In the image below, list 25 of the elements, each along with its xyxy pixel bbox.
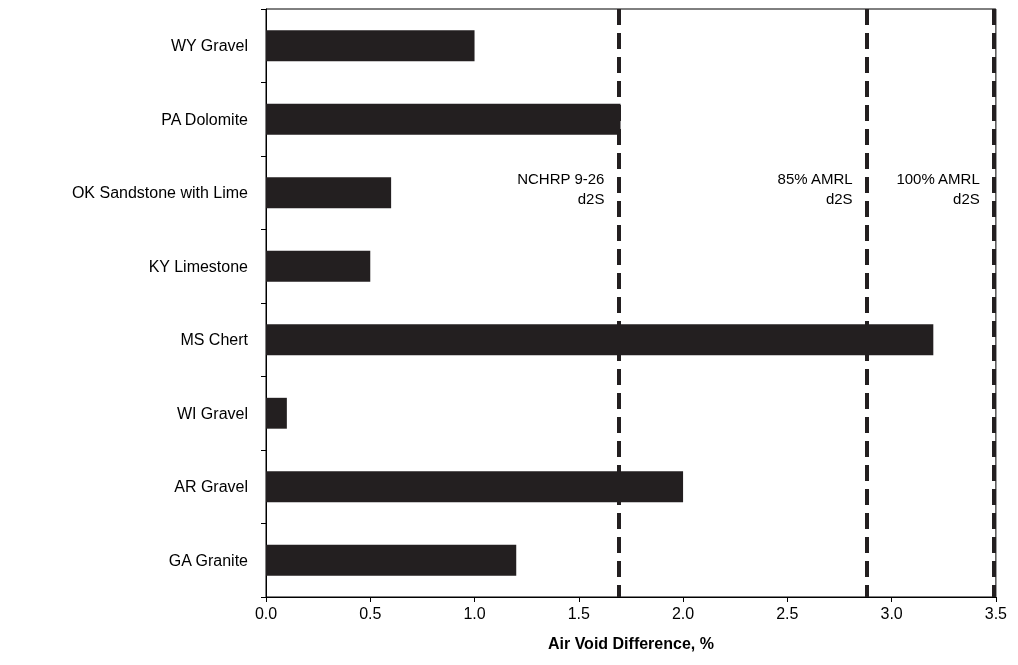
bar	[266, 397, 287, 429]
y-tick-label: WI Gravel	[176, 404, 248, 422]
x-tick-label: 3.5	[984, 604, 1008, 622]
bar	[266, 544, 517, 576]
y-tick-label: AR Gravel	[174, 478, 248, 496]
bar	[266, 30, 475, 62]
x-tick-label: 0.0	[254, 604, 278, 622]
ref-line-label: 85% AMRL d2S	[777, 169, 853, 207]
x-axis-title: Air Void Difference, %	[547, 634, 714, 652]
x-tick-label: 3.0	[880, 604, 903, 622]
ref-line-label: NCHRP 9-26 d2S	[517, 169, 605, 207]
ref-line-label: 100% AMRL d2S	[896, 169, 980, 207]
x-tick-label: 1.5	[567, 604, 591, 622]
x-tick-label: 1.0	[463, 604, 486, 622]
y-tick-label: MS Chert	[180, 331, 249, 349]
x-tick-label: 2.0	[671, 604, 695, 622]
x-tick-label: 0.5	[359, 604, 382, 622]
y-tick-label: GA Granite	[168, 551, 249, 569]
y-tick-label: WY Gravel	[170, 37, 248, 55]
y-tick-label: KY Limestone	[148, 257, 249, 275]
x-tick-label: 2.5	[776, 604, 799, 622]
y-tick-label: OK Sandstone with Lime	[71, 184, 249, 202]
bar	[266, 250, 371, 282]
bar	[266, 177, 392, 209]
y-tick-label: PA Dolomite	[161, 110, 249, 128]
